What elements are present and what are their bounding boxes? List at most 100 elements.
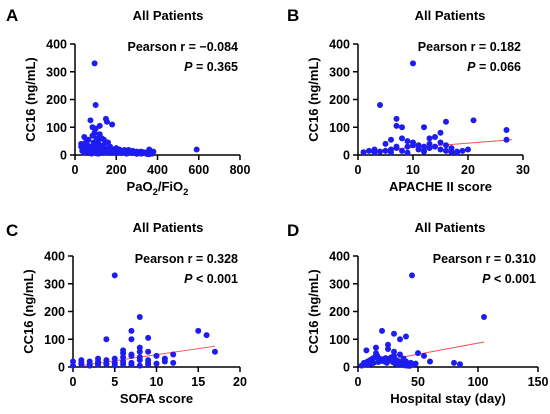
- data-point: [195, 327, 202, 334]
- data-point: [379, 327, 385, 334]
- data-point: [136, 362, 143, 369]
- data-point: [410, 139, 416, 146]
- data-point: [203, 332, 210, 339]
- data-point: [70, 358, 76, 365]
- data-point: [503, 127, 510, 134]
- data-point: [393, 143, 400, 150]
- x-tick-label: 10: [150, 375, 164, 389]
- data-point: [404, 143, 411, 150]
- data-point: [481, 314, 487, 321]
- p-value: P < 0.001: [482, 272, 536, 286]
- panel-d: D All Patients 0 100 200 300 400 0 50 100 150 CC16 …: [287, 220, 548, 406]
- data-point: [457, 361, 463, 368]
- data-point: [111, 355, 118, 362]
- data-point: [81, 149, 88, 156]
- data-point: [161, 355, 168, 362]
- data-point: [103, 336, 110, 343]
- y-tick-label: 300: [44, 277, 65, 291]
- data-point: [409, 361, 415, 368]
- data-point: [145, 359, 152, 366]
- y-axis-title: CC16 (ng/mL): [21, 269, 36, 354]
- data-point: [128, 327, 135, 334]
- data-point: [409, 272, 415, 279]
- panel-title: All Patients: [415, 8, 486, 23]
- y-tick-label: 100: [44, 333, 65, 347]
- data-point: [111, 272, 118, 279]
- data-point: [385, 345, 391, 352]
- data-point: [403, 333, 409, 340]
- pearson-r: Pearson r = 0.328: [135, 252, 238, 266]
- data-point: [370, 359, 377, 366]
- data-point: [391, 348, 397, 355]
- data-point: [393, 122, 400, 129]
- data-point: [404, 149, 411, 156]
- data-point: [421, 124, 427, 131]
- data-point: [465, 146, 471, 153]
- data-point: [102, 148, 109, 155]
- x-tick-label: 5: [111, 375, 118, 389]
- y-tick-label: 200: [329, 93, 350, 107]
- data-point: [70, 362, 76, 369]
- data-point: [145, 334, 152, 341]
- data-point: [459, 147, 466, 154]
- x-axis-title-part: PaO: [127, 179, 153, 194]
- x-tick-label: 150: [528, 375, 549, 389]
- data-point: [448, 149, 455, 156]
- data-point: [98, 135, 105, 142]
- data-point: [136, 344, 143, 351]
- y-tick-label: 200: [329, 305, 350, 319]
- y-tick-label: 300: [329, 65, 350, 79]
- data-point: [86, 358, 93, 365]
- y-tick-label: 100: [329, 121, 350, 135]
- data-point: [105, 139, 111, 146]
- x-tick-label: 15: [191, 375, 205, 389]
- data-point: [109, 148, 116, 155]
- y-tick-label: 200: [46, 93, 67, 107]
- data-point: [78, 361, 85, 368]
- data-point: [371, 146, 378, 153]
- y-tick-label: 300: [329, 277, 350, 291]
- data-point: [437, 139, 444, 146]
- data-point: [128, 361, 135, 368]
- p-value-number: < 0.001: [192, 272, 238, 286]
- pearson-r: Pearson r = 0.182: [418, 40, 521, 54]
- data-point: [95, 359, 102, 366]
- data-point: [377, 148, 383, 155]
- panel-c: C All Patients 0 100 200 300 400 0 5 10 15 20 CC16 (…: [6, 220, 247, 406]
- x-tick-label: 20: [233, 375, 247, 389]
- data-point: [128, 352, 135, 359]
- data-point: [170, 351, 177, 358]
- p-value-label: P: [184, 272, 193, 286]
- panel-letter: C: [6, 221, 18, 240]
- y-tick-label: 300: [46, 65, 67, 79]
- x-axis-title: SOFA score: [120, 391, 193, 406]
- data-point: [426, 135, 433, 142]
- y-tick-label: 100: [329, 333, 350, 347]
- data-point: [120, 361, 127, 368]
- data-point: [421, 148, 427, 155]
- y-tick-label: 200: [44, 305, 65, 319]
- x-tick-label: 400: [147, 163, 168, 177]
- y-tick-label: 0: [60, 149, 67, 163]
- y-tick-label: 400: [329, 38, 350, 52]
- data-point: [85, 136, 92, 143]
- data-point: [377, 102, 383, 109]
- data-point: [360, 149, 367, 156]
- data-point: [448, 145, 455, 152]
- data-point: [410, 60, 416, 67]
- data-point: [373, 344, 379, 351]
- x-tick-label: 0: [72, 163, 79, 177]
- data-point: [399, 124, 405, 131]
- data-point: [128, 336, 135, 343]
- x-axis-title-part: /FiO: [158, 179, 183, 194]
- data-point: [120, 347, 127, 354]
- x-tick-label: 10: [406, 163, 420, 177]
- y-tick-label: 100: [46, 121, 67, 135]
- data-point: [129, 150, 136, 157]
- data-point: [109, 121, 116, 128]
- data-point: [363, 347, 370, 354]
- x-tick-label: 200: [106, 163, 127, 177]
- data-point: [103, 118, 110, 125]
- x-tick-label: 0: [355, 375, 362, 389]
